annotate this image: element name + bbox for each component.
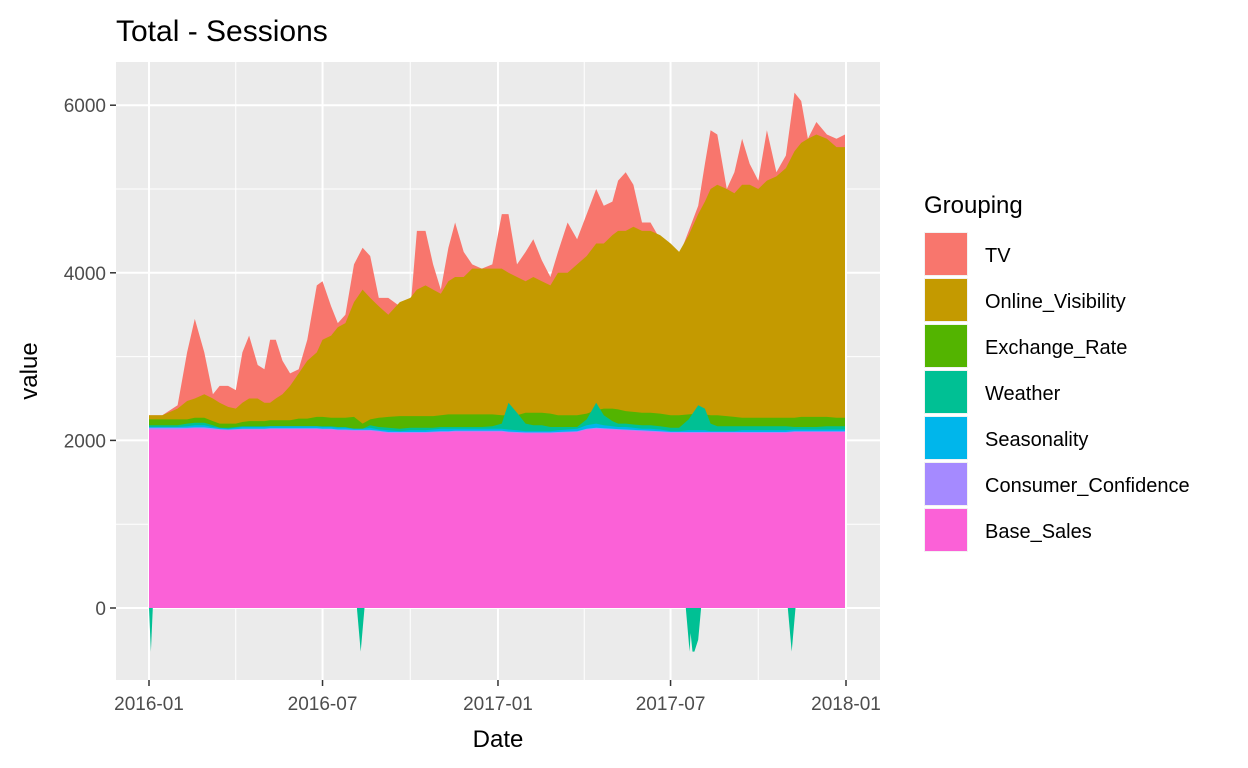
x-tick-label: 2017-01 [463,694,533,715]
legend-label: TV [985,245,1011,267]
y-axis-ticks: 0 2000 4000 6000 [64,96,116,620]
legend-label: Online_Visibility [985,291,1126,313]
legend-swatch-weather [925,371,967,413]
x-axis-title: Date [473,726,524,753]
legend-label: Exchange_Rate [985,337,1127,359]
area-weather-negative [787,608,796,652]
legend-swatch-online-visibility [925,279,967,321]
y-axis-title: value [16,342,43,399]
area-weather-negative [149,608,153,652]
legend-label: Weather [985,383,1061,405]
y-tick-label: 2000 [64,431,106,452]
stacked-areas [149,92,845,652]
y-tick-label: 4000 [64,264,106,285]
x-axis-ticks: 2016-01 2016-07 2017-01 2017-07 2018-01 [114,680,881,715]
legend: TV Online_Visibility Exchange_Rate Weather S… [924,232,1190,552]
y-tick-label: 0 [95,599,106,620]
legend-label: Seasonality [985,429,1088,451]
area-weather-negative [356,608,365,652]
y-tick-label: 6000 [64,96,106,117]
legend-label: Base_Sales [985,521,1092,543]
legend-swatch-tv [925,233,967,275]
x-tick-label: 2016-07 [288,694,358,715]
x-tick-label: 2016-01 [114,694,184,715]
legend-label: Consumer_Confidence [985,475,1190,497]
legend-swatch-exchange-rate [925,325,967,367]
x-tick-label: 2018-01 [811,694,881,715]
area-weather-negative [685,608,702,652]
chart-title: Total - Sessions [116,15,328,48]
legend-title: Grouping [924,192,1023,219]
legend-swatch-seasonality [925,417,967,459]
legend-swatch-base-sales [925,509,967,551]
area-base-sales [149,428,845,608]
x-tick-label: 2017-07 [636,694,706,715]
legend-swatch-consumer-confidence [925,463,967,505]
